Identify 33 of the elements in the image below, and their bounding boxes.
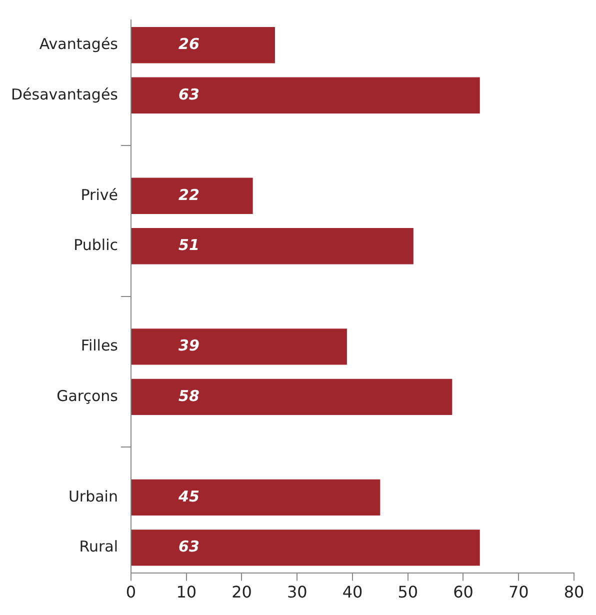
y-tick-label: Garçons [56,386,118,405]
bar [132,530,480,566]
y-tick-label: Public [74,236,118,254]
x-tick-label: 60 [453,582,474,602]
bar [132,228,414,264]
y-tick-label: Filles [80,336,118,355]
y-tick-label: Désavantagés [11,85,118,104]
x-tick-label: 50 [398,582,418,602]
data-label: 45 [178,487,200,506]
data-label: 51 [178,236,200,254]
bar [132,378,452,415]
x-tick-label: 30 [286,582,308,602]
data-label: 58 [178,386,200,405]
y-tick-label: Rural [79,538,118,556]
x-tick-label: 40 [342,582,363,602]
data-label: 63 [178,538,200,556]
x-tick-label: 70 [508,582,529,602]
x-tick-label: 20 [232,582,252,602]
bar [132,479,380,516]
bar [132,178,253,214]
bar [132,328,347,365]
x-tick-label: 10 [176,582,197,602]
y-tick-label: Privé [80,186,118,204]
data-label: 63 [178,85,200,104]
x-tick-label: 80 [564,582,584,602]
data-label: 22 [178,186,200,204]
y-tick-label: Avantagés [39,35,118,54]
bar [132,77,480,114]
y-tick-label: Urbain [68,487,118,506]
x-tick-label: 0 [126,582,136,602]
bar [132,27,275,64]
data-label: 26 [178,35,200,54]
data-label: 39 [178,336,200,355]
